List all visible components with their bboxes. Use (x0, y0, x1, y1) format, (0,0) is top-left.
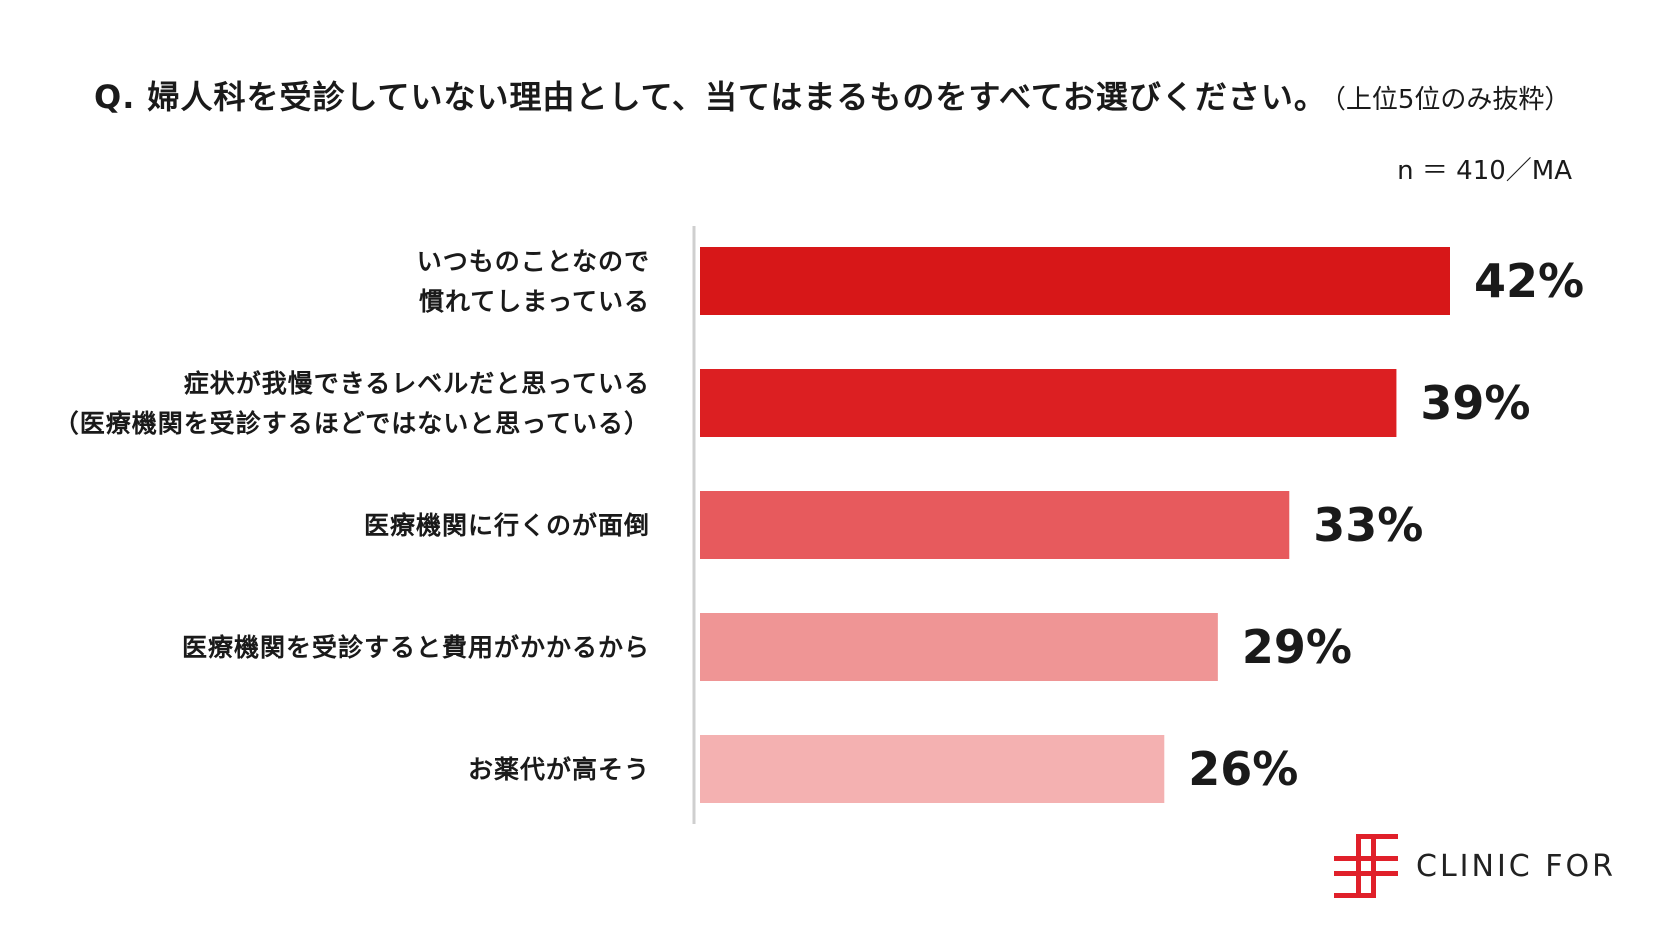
brand-logo: CLINIC FOR (1334, 834, 1616, 898)
bar-3 (700, 491, 1290, 559)
value-label-4: 29% (1242, 620, 1352, 674)
category-label-1-line-1: いつものことなので (417, 247, 650, 276)
category-label-2-line-1: 症状が我慢できるレベルだと思っている (184, 369, 650, 398)
value-label-1: 42% (1474, 254, 1584, 308)
category-label-1-line-2: 慣れてしまっている (419, 287, 650, 316)
category-label-3-line-1: 医療機関に行くのが面倒 (364, 511, 650, 540)
chart-title-text: Q. 婦人科を受診していない理由として、当てはまるものをすべてお選びください。 (94, 78, 1327, 116)
value-label-5: 26% (1188, 742, 1298, 796)
bar-5 (700, 735, 1165, 803)
category-label-4-line-1: 医療機関を受診すると費用がかかるから (182, 633, 650, 662)
value-label-3: 33% (1313, 498, 1423, 552)
category-label-5-line-1: お薬代が高そう (468, 755, 650, 784)
bar-1 (700, 247, 1450, 315)
brand-name: CLINIC FOR (1416, 848, 1616, 884)
value-label-2: 39% (1420, 376, 1530, 430)
bar-2 (700, 369, 1397, 437)
bar-4 (700, 613, 1218, 681)
chart-title-note: （上位5位のみ抜粋） (1332, 85, 1571, 115)
chart-title: Q. 婦人科を受診していない理由として、当てはまるものをすべてお選びください。（… (94, 72, 1570, 118)
category-label-2-line-2: （医療機関を受診するほどではないと思っている） (54, 409, 650, 438)
cross-logo-icon (1334, 834, 1398, 898)
sample-size-note: n ＝ 410／MA (1397, 156, 1572, 186)
